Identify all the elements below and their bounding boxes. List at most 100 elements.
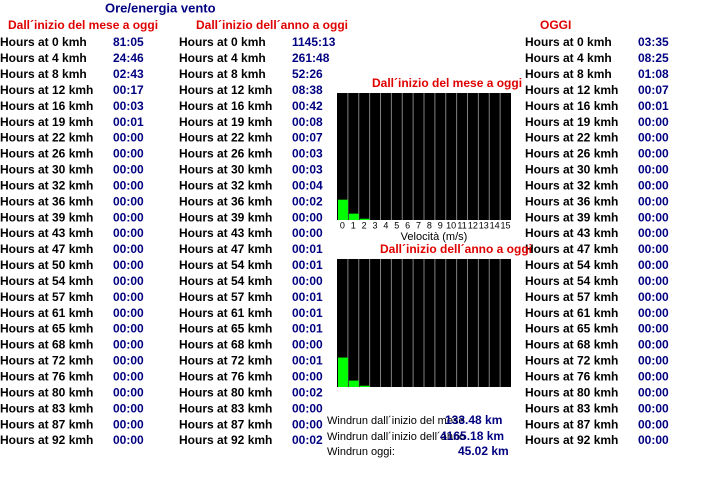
row-value: 00:00 [638, 306, 669, 320]
row-value: 00:00 [292, 369, 323, 383]
row-value: 00:00 [113, 147, 144, 161]
chart-title: Dall´inizio dell´anno a oggi [380, 242, 532, 256]
windrun-value: 133.48 km [445, 413, 502, 427]
row-label: Hours at 83 kmh [0, 401, 93, 415]
x-tick-label: 7 [416, 220, 421, 230]
row-value: 00:00 [638, 163, 669, 177]
column-heading: OGGI [540, 18, 571, 32]
x-tick-label: 8 [427, 220, 432, 230]
row-value: 00:02 [292, 433, 323, 447]
chart-title: Dall´inizio del mese a oggi [372, 76, 522, 90]
row-label: Hours at 12 kmh [525, 83, 618, 97]
row-label: Hours at 47 kmh [0, 242, 93, 256]
row-label: Hours at 4 kmh [525, 51, 612, 65]
row-value: 52:26 [292, 67, 323, 81]
column-heading: Dall´inizio del mese a oggi [8, 18, 158, 32]
row-label: Hours at 87 kmh [0, 417, 93, 431]
row-value: 00:08 [292, 115, 323, 129]
row-label: Hours at 30 kmh [525, 163, 618, 177]
row-label: Hours at 19 kmh [0, 115, 93, 129]
row-label: Hours at 16 kmh [179, 99, 272, 113]
row-label: Hours at 0 kmh [179, 35, 266, 49]
row-label: Hours at 16 kmh [525, 99, 618, 113]
row-label: Hours at 72 kmh [525, 354, 618, 368]
row-value: 00:00 [638, 401, 669, 415]
row-value: 00:00 [638, 258, 669, 272]
row-label: Hours at 68 kmh [179, 338, 272, 352]
row-value: 01:08 [638, 67, 669, 81]
row-label: Hours at 57 kmh [179, 290, 272, 304]
row-label: Hours at 32 kmh [0, 178, 93, 192]
row-label: Hours at 4 kmh [0, 51, 87, 65]
row-label: Hours at 36 kmh [179, 194, 272, 208]
row-label: Hours at 57 kmh [525, 290, 618, 304]
row-label: Hours at 65 kmh [179, 322, 272, 336]
row-value: 00:03 [113, 99, 144, 113]
row-label: Hours at 8 kmh [525, 67, 612, 81]
row-label: Hours at 61 kmh [179, 306, 272, 320]
row-value: 00:00 [113, 369, 144, 383]
row-value: 00:00 [638, 242, 669, 256]
x-tick-label: 10 [446, 220, 456, 230]
row-label: Hours at 83 kmh [179, 401, 272, 415]
row-value: 00:00 [638, 338, 669, 352]
row-label: Hours at 47 kmh [525, 242, 618, 256]
row-label: Hours at 8 kmh [179, 67, 266, 81]
row-value: 00:01 [292, 290, 323, 304]
row-value: 08:25 [638, 51, 669, 65]
row-value: 00:00 [113, 258, 144, 272]
row-value: 00:00 [113, 194, 144, 208]
row-label: Hours at 72 kmh [179, 354, 272, 368]
row-label: Hours at 80 kmh [0, 385, 93, 399]
row-value: 00:00 [638, 274, 669, 288]
row-value: 00:42 [292, 99, 323, 113]
row-value: 00:00 [638, 290, 669, 304]
row-value: 00:00 [113, 385, 144, 399]
x-tick-label: 2 [362, 220, 367, 230]
windrun-label: Windrun dall´inizio dell´anno [327, 431, 465, 443]
row-label: Hours at 26 kmh [0, 147, 93, 161]
row-value: 08:38 [292, 83, 323, 97]
row-label: Hours at 92 kmh [0, 433, 93, 447]
row-value: 00:01 [292, 354, 323, 368]
row-label: Hours at 43 kmh [179, 226, 272, 240]
row-label: Hours at 30 kmh [179, 163, 272, 177]
row-value: 00:00 [638, 354, 669, 368]
row-value: 00:00 [113, 417, 144, 431]
row-label: Hours at 43 kmh [0, 226, 93, 240]
x-tick-label: 5 [394, 220, 399, 230]
row-value: 00:00 [113, 226, 144, 240]
row-label: Hours at 39 kmh [525, 210, 618, 224]
row-label: Hours at 54 kmh [179, 258, 272, 272]
column-heading: Dall´inizio dell´anno a oggi [196, 18, 348, 32]
row-value: 00:02 [292, 385, 323, 399]
row-label: Hours at 32 kmh [525, 178, 618, 192]
row-value: 1145:13 [292, 35, 336, 49]
row-label: Hours at 76 kmh [0, 369, 93, 383]
row-value: 261:48 [292, 51, 330, 65]
row-label: Hours at 39 kmh [0, 210, 93, 224]
x-tick-label: 0 [340, 220, 345, 230]
row-value: 00:00 [113, 433, 144, 447]
row-label: Hours at 54 kmh [0, 274, 93, 288]
row-value: 00:00 [638, 369, 669, 383]
row-label: Hours at 19 kmh [179, 115, 272, 129]
row-label: Hours at 76 kmh [525, 369, 618, 383]
row-label: Hours at 65 kmh [525, 322, 618, 336]
x-axis-label: Velocità (m/s) [401, 231, 468, 243]
row-value: 00:00 [638, 210, 669, 224]
row-value: 00:00 [292, 401, 323, 415]
bar [338, 199, 348, 220]
row-label: Hours at 54 kmh [179, 274, 272, 288]
row-value: 00:00 [113, 163, 144, 177]
row-value: 00:00 [113, 338, 144, 352]
row-value: 00:01 [292, 306, 323, 320]
row-label: Hours at 12 kmh [0, 83, 93, 97]
bar [338, 357, 348, 387]
row-label: Hours at 0 kmh [0, 35, 87, 49]
row-value: 00:00 [638, 226, 669, 240]
row-label: Hours at 61 kmh [0, 306, 93, 320]
windrun-label: Windrun oggi: [327, 446, 395, 458]
row-value: 00:00 [292, 417, 323, 431]
